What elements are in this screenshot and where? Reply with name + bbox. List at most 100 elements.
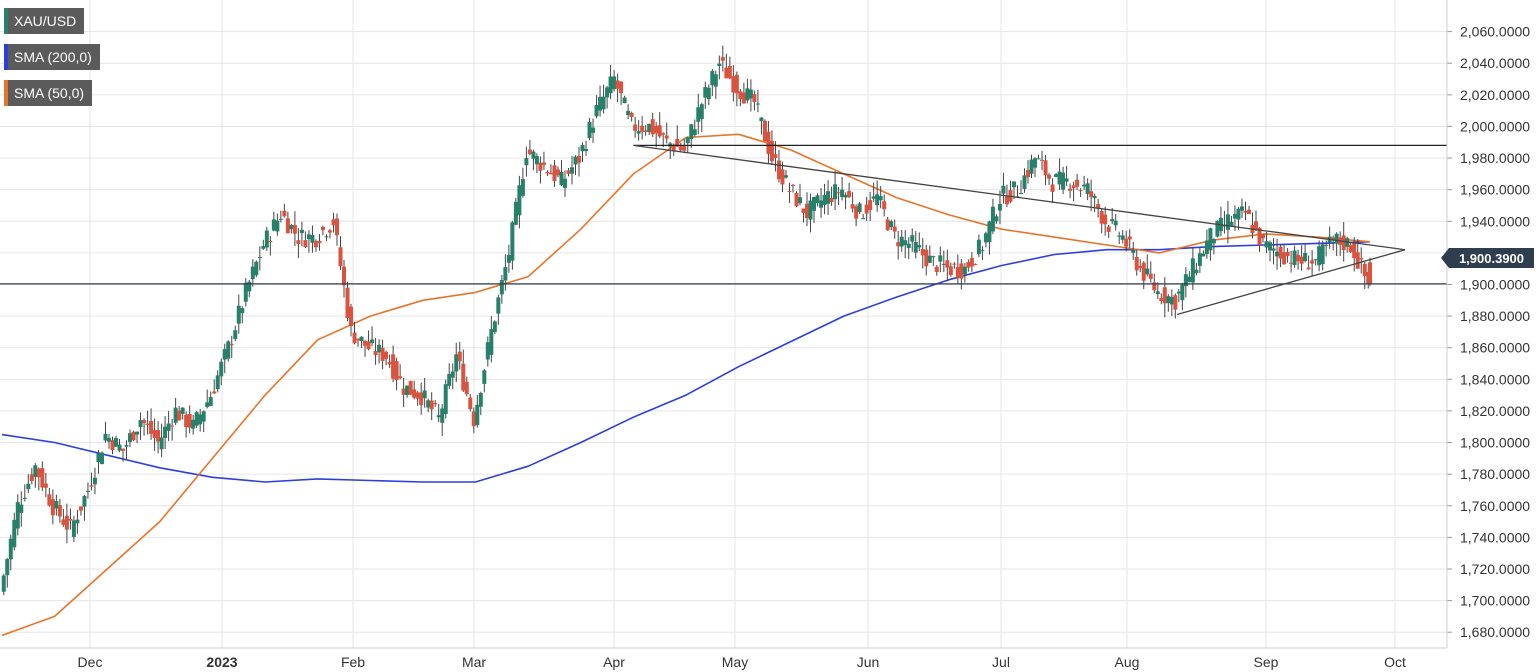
candle-body <box>840 189 845 198</box>
candle-body <box>268 240 273 242</box>
y-tick-label: 1,860.0000 <box>1460 340 1530 356</box>
candle-body <box>1306 267 1311 270</box>
candle-body <box>692 129 697 136</box>
candle-body <box>384 351 389 359</box>
legend-sma-200[interactable]: SMA (200,0) <box>4 44 100 70</box>
candle-body <box>952 263 957 265</box>
candle-body <box>40 468 45 488</box>
candle-body <box>426 400 431 408</box>
candle-body <box>1106 226 1111 232</box>
candle-body <box>282 210 287 217</box>
candle-body <box>598 96 603 111</box>
candle-body <box>983 233 988 243</box>
candle-body <box>959 263 964 279</box>
candle-body <box>587 122 592 138</box>
candle-body <box>1061 172 1066 190</box>
candle-body <box>317 240 322 244</box>
candle-body <box>545 171 550 174</box>
candle-body <box>903 240 908 246</box>
candle-body <box>1243 210 1248 213</box>
candle-body <box>1117 235 1122 237</box>
candle-body <box>731 76 736 93</box>
x-tick-label: Jul <box>992 654 1010 670</box>
candle-body <box>478 393 483 407</box>
candle-body <box>334 218 339 236</box>
candle-body <box>913 242 918 253</box>
candle-body <box>1310 260 1315 264</box>
candle-body <box>401 388 406 395</box>
y-tick-label: 1,780.0000 <box>1460 466 1530 482</box>
candle-body <box>1054 174 1059 177</box>
candle-body <box>219 361 224 377</box>
candle-body <box>71 520 76 537</box>
candle-body <box>75 519 80 524</box>
candle-body <box>110 440 115 451</box>
candle-body <box>808 200 813 220</box>
candle-body <box>142 420 147 423</box>
candle-body <box>640 125 645 132</box>
y-tick-label: 1,700.0000 <box>1460 593 1530 609</box>
candle-body <box>1018 193 1023 195</box>
x-tick-label: Apr <box>603 654 625 670</box>
legend-sma-50[interactable]: SMA (50,0) <box>4 80 93 106</box>
legend-xauusd[interactable]: XAU/USD <box>4 8 85 34</box>
candle-body <box>1064 178 1069 182</box>
candle-body <box>510 222 515 261</box>
candle-body <box>1194 269 1199 274</box>
candle-body <box>1303 252 1308 262</box>
candle-body <box>734 74 739 94</box>
candle-body <box>310 235 315 243</box>
candle-body <box>1082 184 1087 187</box>
x-tick-label: Aug <box>1115 654 1140 670</box>
candle-body <box>19 504 24 513</box>
candle-body <box>1320 244 1325 265</box>
last-price-value: 1,900.3900 <box>1458 250 1525 266</box>
candle-body <box>769 140 774 162</box>
candle-body <box>499 280 504 295</box>
candle-body <box>1355 252 1360 269</box>
candle-body <box>131 431 136 441</box>
candle-body <box>833 184 838 200</box>
candle-body <box>92 477 97 485</box>
candle-body <box>868 200 873 211</box>
candle-body <box>1026 170 1030 178</box>
candle-body <box>1299 256 1304 264</box>
candle-body <box>156 430 161 442</box>
x-tick-label: May <box>722 654 748 670</box>
candle-body <box>1001 185 1006 194</box>
candle-body <box>1197 253 1202 266</box>
candle-body <box>124 445 129 447</box>
candle-body <box>1 575 6 592</box>
candle-body <box>68 519 73 521</box>
candle-body <box>513 201 518 225</box>
candle-body <box>468 397 473 410</box>
candle-body <box>433 403 438 405</box>
candle-body <box>377 344 382 353</box>
candle-body <box>643 130 648 132</box>
candle-body <box>1124 238 1129 247</box>
candle-body <box>99 452 104 465</box>
candle-body <box>534 156 539 165</box>
candle-body <box>766 131 771 154</box>
y-tick-label: 2,060.0000 <box>1460 24 1530 40</box>
candle-body <box>798 197 802 204</box>
candle-body <box>36 468 41 478</box>
candle-body <box>934 266 939 272</box>
candle-body <box>173 407 178 423</box>
candle-body <box>1138 266 1143 269</box>
candle-body <box>12 519 17 548</box>
legend-label-xauusd: XAU/USD <box>14 13 77 29</box>
candle-body <box>822 194 827 205</box>
candle-body <box>906 243 911 249</box>
candle-body <box>1324 244 1329 246</box>
candle-body <box>89 485 94 487</box>
y-tick-label: 1,740.0000 <box>1460 529 1530 545</box>
candle-body <box>1190 258 1195 283</box>
candle-body <box>475 404 480 426</box>
candle-body <box>924 249 929 267</box>
candle-body <box>896 242 901 247</box>
candle-body <box>812 197 817 211</box>
candle-body <box>299 229 304 234</box>
